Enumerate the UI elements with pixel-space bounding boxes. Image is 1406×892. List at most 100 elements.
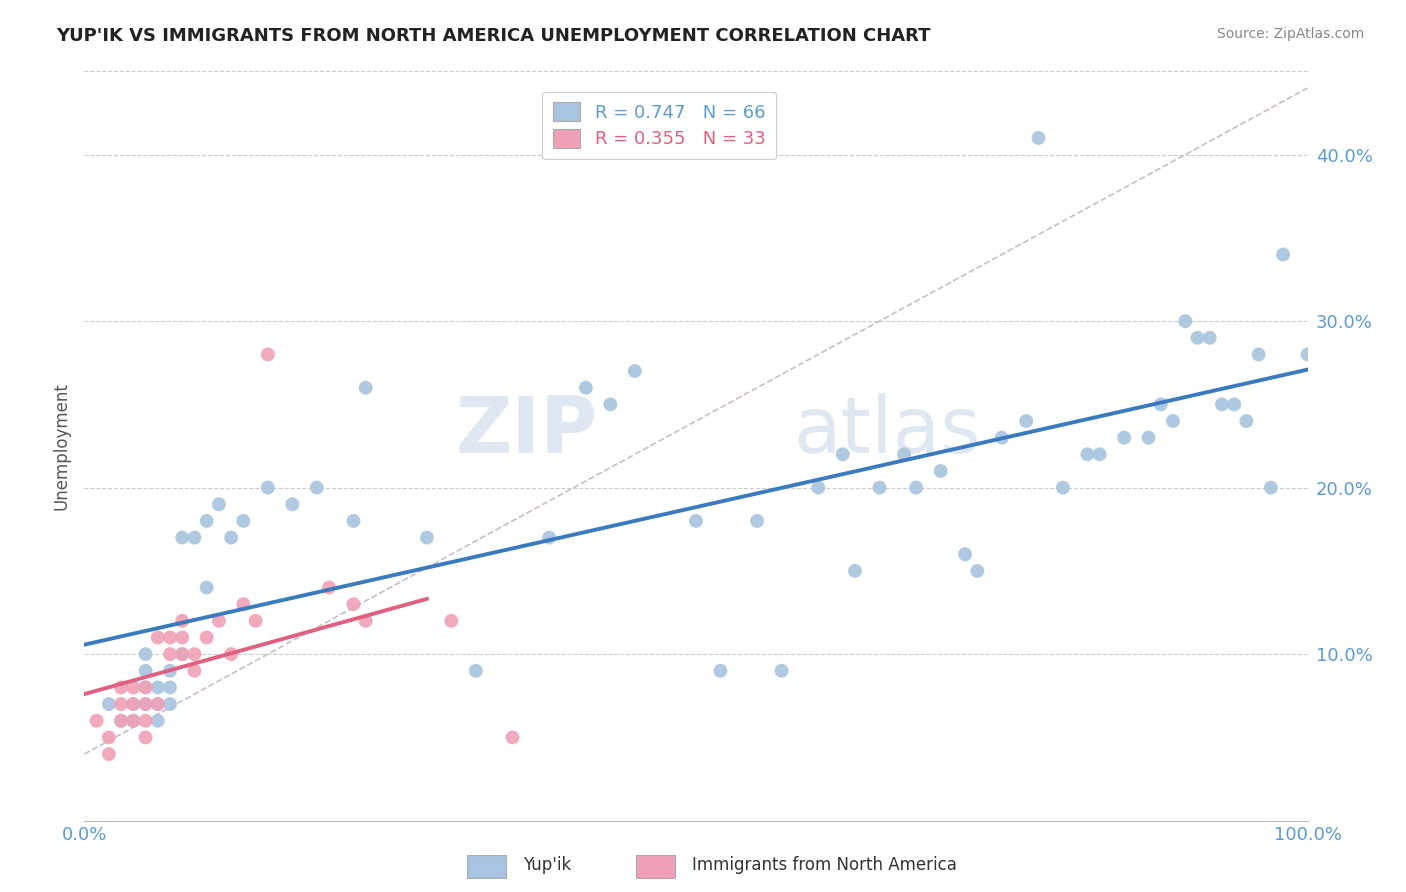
Point (219, 531, 242, 545)
Point (208, 614, 231, 628)
Point (135, 664, 157, 678)
Point (159, 647, 181, 661)
Point (159, 681, 181, 695)
Y-axis label: Unemployment: Unemployment (52, 382, 70, 510)
Point (1150, 397, 1173, 411)
Point (172, 647, 194, 661)
Point (172, 647, 194, 661)
Text: ZIP: ZIP (456, 393, 598, 469)
Point (208, 497, 231, 511)
Point (146, 697, 169, 711)
Point (97, 747, 120, 761)
Text: YUP'IK VS IMMIGRANTS FROM NORTH AMERICA UNEMPLOYMENT CORRELATION CHART: YUP'IK VS IMMIGRANTS FROM NORTH AMERICA … (56, 27, 931, 45)
Point (464, 664, 486, 678)
Point (624, 364, 647, 378)
Point (893, 447, 915, 461)
Point (122, 697, 145, 711)
Point (195, 581, 218, 595)
Point (122, 681, 145, 695)
Point (146, 714, 169, 728)
Point (159, 697, 181, 711)
Point (1052, 481, 1074, 495)
Point (146, 681, 169, 695)
Legend: R = 0.747   N = 66, R = 0.355   N = 33: R = 0.747 N = 66, R = 0.355 N = 33 (543, 92, 776, 159)
Point (1015, 414, 1038, 428)
Point (538, 531, 561, 545)
Point (172, 614, 194, 628)
Point (110, 714, 132, 728)
Point (219, 647, 242, 661)
Point (1161, 414, 1184, 428)
Point (1247, 347, 1270, 361)
Point (146, 697, 169, 711)
Point (440, 614, 463, 628)
Point (575, 381, 598, 395)
Point (183, 664, 205, 678)
Point (1223, 397, 1246, 411)
Point (232, 514, 254, 528)
Point (1114, 431, 1136, 445)
Point (685, 514, 707, 528)
Point (195, 631, 218, 645)
Point (416, 531, 439, 545)
Point (135, 647, 157, 661)
Point (905, 481, 928, 495)
Point (135, 714, 157, 728)
Point (1198, 331, 1220, 345)
Text: atlas: atlas (794, 393, 981, 469)
Point (354, 614, 377, 628)
Point (1174, 314, 1197, 328)
Point (1076, 447, 1098, 461)
Point (1028, 131, 1050, 145)
Point (97, 697, 120, 711)
Point (844, 564, 866, 578)
Point (245, 614, 267, 628)
Point (831, 447, 853, 461)
Point (1236, 414, 1258, 428)
Point (929, 464, 952, 478)
Point (122, 714, 145, 728)
Point (146, 631, 169, 645)
Point (1296, 347, 1319, 361)
Point (195, 514, 218, 528)
Point (86, 714, 108, 728)
Point (1088, 447, 1111, 461)
Text: Source: ZipAtlas.com: Source: ZipAtlas.com (1216, 27, 1364, 41)
Point (183, 531, 205, 545)
Point (354, 381, 377, 395)
Text: Yup'ik: Yup'ik (523, 856, 571, 874)
Point (747, 514, 769, 528)
Point (135, 681, 157, 695)
Point (502, 731, 524, 745)
Point (342, 514, 364, 528)
Point (709, 664, 731, 678)
Point (135, 681, 157, 695)
Point (770, 664, 793, 678)
Point (281, 497, 304, 511)
Point (318, 581, 340, 595)
Point (159, 664, 181, 678)
Point (159, 631, 181, 645)
Point (1211, 397, 1233, 411)
Point (305, 481, 328, 495)
Point (183, 647, 205, 661)
Point (966, 564, 988, 578)
Point (122, 697, 145, 711)
Point (172, 531, 194, 545)
Point (342, 597, 364, 611)
Point (97, 731, 120, 745)
Point (135, 697, 157, 711)
Point (1260, 481, 1282, 495)
Point (110, 681, 132, 695)
Point (110, 714, 132, 728)
Point (953, 547, 976, 561)
Point (1187, 331, 1209, 345)
Point (135, 697, 157, 711)
Point (599, 397, 621, 411)
Point (172, 631, 194, 645)
Point (122, 714, 145, 728)
FancyBboxPatch shape (636, 855, 675, 878)
Point (807, 481, 830, 495)
Point (869, 481, 891, 495)
Point (232, 597, 254, 611)
